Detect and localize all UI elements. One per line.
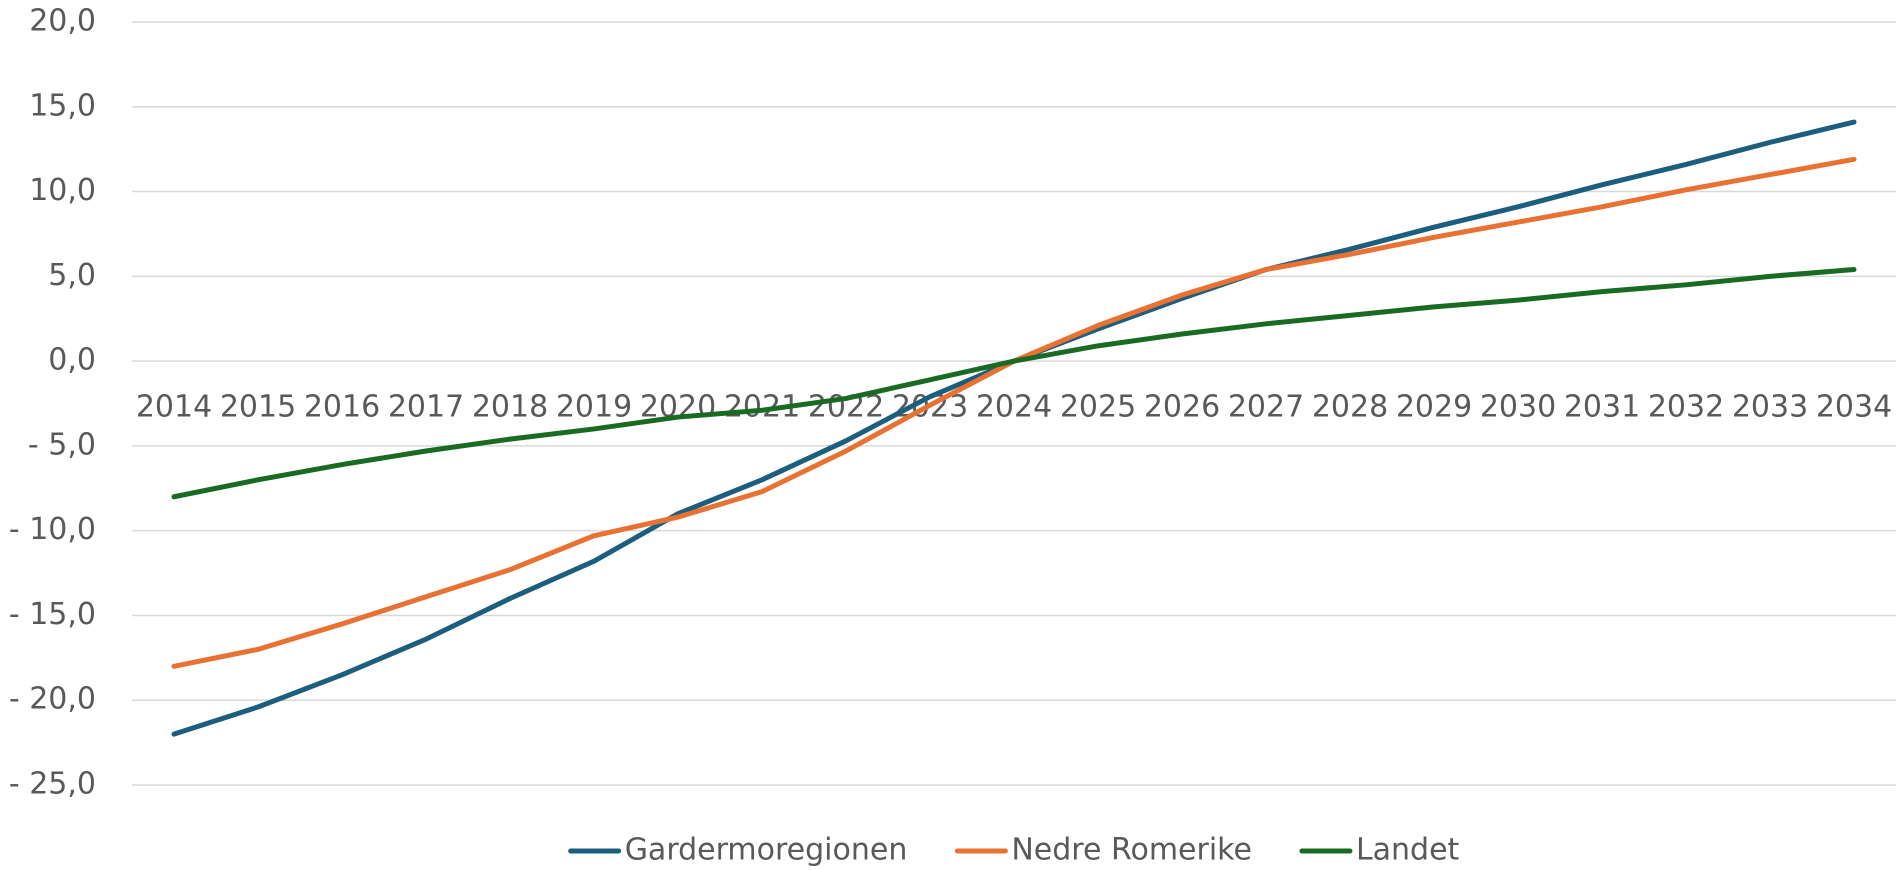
- x-tick-label: 2034: [1816, 390, 1892, 425]
- x-tick-label: 2027: [1228, 390, 1304, 425]
- y-tick-label: - 25,0: [9, 767, 96, 802]
- y-tick-label: - 20,0: [9, 682, 96, 717]
- x-tick-label: 2029: [1396, 390, 1472, 425]
- x-tick-label: 2030: [1480, 390, 1556, 425]
- x-tick-label: 2017: [388, 390, 464, 425]
- legend-label: Nedre Romerike: [1011, 833, 1252, 868]
- y-tick-label: - 15,0: [9, 597, 96, 632]
- x-tick-label: 2018: [472, 390, 548, 425]
- legend-item: Nedre Romerike: [954, 833, 1252, 868]
- x-tick-label: 2028: [1312, 390, 1388, 425]
- x-tick-label: 2022: [808, 390, 884, 425]
- x-tick-label: 2031: [1564, 390, 1640, 425]
- y-tick-label: 0,0: [48, 343, 96, 378]
- y-tick-label: 5,0: [48, 258, 96, 293]
- x-tick-label: 2015: [220, 390, 296, 425]
- x-tick-label: 2016: [304, 390, 380, 425]
- x-tick-label: 2026: [1144, 390, 1220, 425]
- series-line: [171, 119, 1857, 737]
- y-tick-label: 10,0: [29, 173, 96, 208]
- x-tick-label: 2014: [136, 390, 212, 425]
- y-tick-label: 15,0: [29, 88, 96, 123]
- x-tick-label: 2032: [1648, 390, 1724, 425]
- legend-item: Landet: [1299, 833, 1460, 868]
- legend-label: Landet: [1356, 833, 1460, 868]
- legend-label: Gardermoregionen: [625, 833, 908, 868]
- x-tick-label: 2019: [556, 390, 632, 425]
- legend-item: Gardermoregionen: [568, 833, 908, 868]
- y-tick-label: - 10,0: [9, 512, 96, 547]
- x-tick-label: 2024: [976, 390, 1052, 425]
- x-tick-label: 2033: [1732, 390, 1808, 425]
- x-tick-label: 2025: [1060, 390, 1136, 425]
- series-line: [171, 267, 1857, 500]
- y-tick-label: - 5,0: [28, 427, 96, 462]
- y-tick-label: 20,0: [29, 4, 96, 39]
